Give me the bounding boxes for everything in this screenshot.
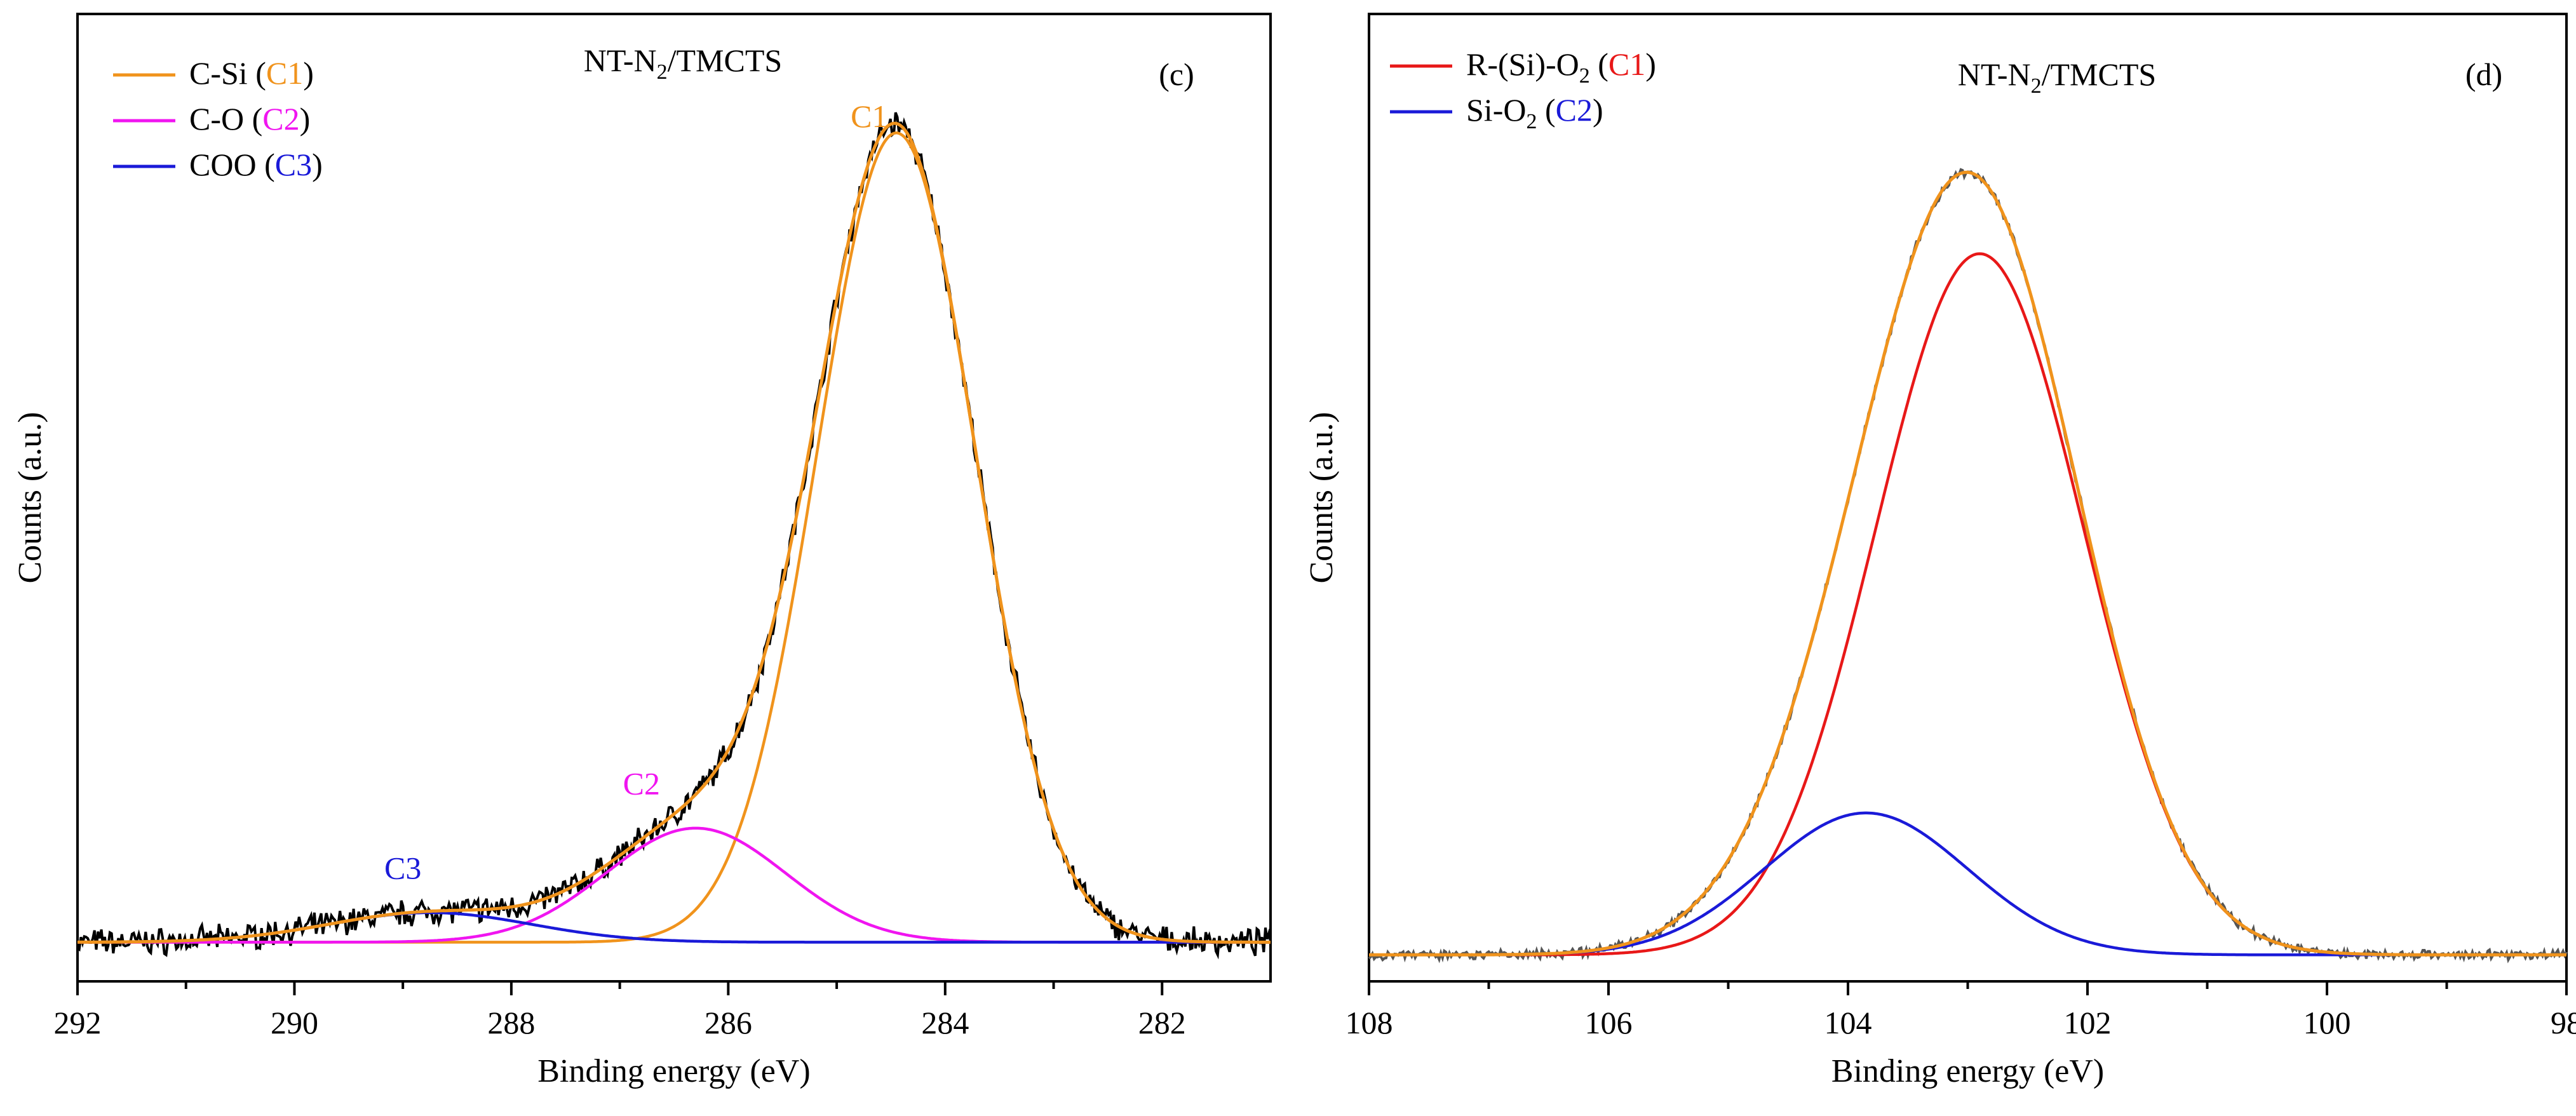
peak-annotation-c1: C1 xyxy=(851,98,887,134)
y-axis-label: Counts (a.u.) xyxy=(1304,412,1340,583)
x-tick-label: 286 xyxy=(705,1005,752,1040)
legend-entry: C-Si (C1) xyxy=(189,55,314,91)
panel-c: 292 290 288 286 284 282 Binding energy (eV) Cou… xyxy=(12,13,1272,1089)
x-tick-label: 100 xyxy=(2303,1005,2351,1040)
x-tick-label: 98 xyxy=(2551,1005,2576,1040)
peak-annotation-c2: C2 xyxy=(623,766,660,802)
y-axis-label: Counts (a.u.) xyxy=(12,412,48,583)
x-tick-label: 292 xyxy=(54,1005,102,1040)
x-tick-label: 104 xyxy=(1824,1005,1872,1040)
panel-label: (c) xyxy=(1159,57,1194,92)
component-c2-line xyxy=(1369,811,2566,957)
component-c1-line xyxy=(1369,252,2566,957)
x-tick-label: 106 xyxy=(1585,1005,1633,1040)
legend-entry: C-O (C2) xyxy=(189,101,310,137)
x-tick-label: 282 xyxy=(1138,1005,1186,1040)
peak-annotation-c3: C3 xyxy=(384,850,421,886)
plot-frame xyxy=(1368,13,2568,983)
chart-title: NT-N2/TMCTS xyxy=(1958,57,2156,98)
envelope-line xyxy=(1369,170,2566,957)
x-axis-label: Binding energy (eV) xyxy=(537,1053,810,1089)
raw-data-line xyxy=(1368,168,2568,964)
plot-frame xyxy=(76,13,1272,983)
envelope-line xyxy=(78,121,1271,944)
x-tick-label: 288 xyxy=(487,1005,535,1040)
component-c1-line xyxy=(78,131,1271,944)
x-tick-label: 102 xyxy=(2064,1005,2112,1040)
x-axis-label: Binding energy (eV) xyxy=(1831,1053,2104,1089)
legend-entry: Si-O2 (C2) xyxy=(1466,92,1603,133)
chart-title: NT-N2/TMCTS xyxy=(584,43,782,84)
legend-entry: R-(Si)-O2 (C1) xyxy=(1466,46,1656,88)
raw-data-line xyxy=(76,112,1272,960)
x-tick-label: 108 xyxy=(1345,1005,1393,1040)
panel-label: (d) xyxy=(2465,57,2502,92)
legend-entry: COO (C3) xyxy=(189,147,323,182)
x-tick-label: 290 xyxy=(271,1005,318,1040)
panel-d: 108 106 104 102 100 98 Binding energy (eV) Coun… xyxy=(1304,13,2576,1089)
x-tick-label: 284 xyxy=(921,1005,969,1040)
